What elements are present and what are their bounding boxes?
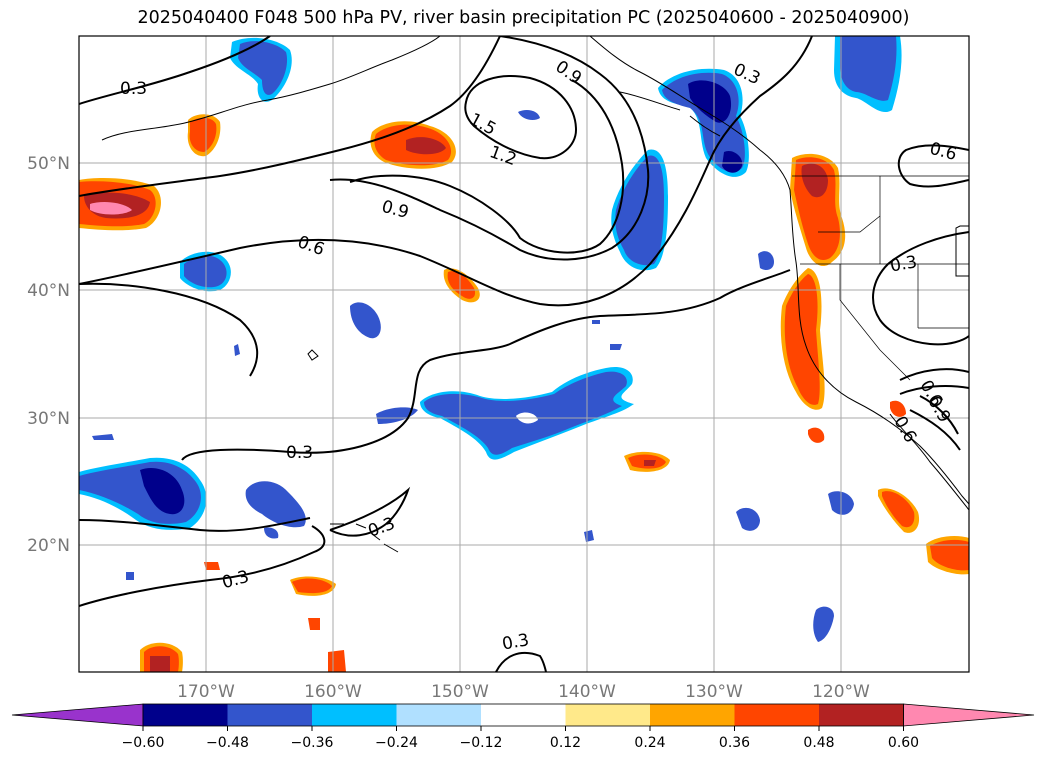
lat-label: 40°N [27,281,70,301]
colorbar-segment [481,704,566,726]
colorbar-segment [650,704,735,726]
colorbar-tick-label: 0.36 [719,735,750,751]
colorbar-segment [312,704,397,726]
colorbar-ticks [142,726,904,731]
latitude-labels: 50°N 40°N 30°N 20°N [27,154,70,556]
coastlines [101,36,969,553]
colorbar-segment [396,704,482,726]
colorbar-tick-label: 0.60 [888,735,919,751]
colorbar-tick-label: −0.60 [122,735,165,751]
lat-label: 50°N [27,154,70,174]
colorbar-segment [819,704,904,726]
contour-label: 0.3 [501,630,531,654]
state-borders [792,175,969,381]
colorbar-segment [565,704,651,726]
lon-label: 140°W [558,682,616,702]
colorbar-tick-label: 0.12 [550,735,581,751]
lon-label: 120°W [812,682,870,702]
longitude-labels: 170°W 160°W 150°W 140°W 130°W 120°W [177,682,870,702]
colorbar-extend-low [11,703,144,727]
contour-label: 0.3 [120,79,147,99]
lat-label: 30°N [27,409,70,429]
map-frame [78,35,970,673]
lat-label: 20°N [27,536,70,556]
colorbar-segment [227,704,313,726]
pv-contour-labels: 0.3 0.9 0.3 1.5 1.2 0.6 0.9 0.6 0.3 0.3 … [120,57,959,655]
map-title: 2025040400 F048 500 hPa PV, river basin … [137,8,910,28]
colorbar-frame [142,703,904,727]
lon-label: 130°W [685,682,743,702]
colorbar-segment [734,704,820,726]
lon-label: 150°W [431,682,489,702]
colorbar-tick-labels: −0.60 −0.48 −0.36 −0.24 −0.12 0.12 0.24 0.36 0.4… [122,735,920,751]
colorbar-tick-label: −0.36 [291,735,334,751]
colorbar-segments [11,703,1035,727]
colorbar-tick-label: 0.48 [803,735,834,751]
lon-label: 170°W [177,682,235,702]
colorbar-extend-high [903,703,1035,727]
colorbar-tick-label: −0.12 [460,735,503,751]
colorbar-tick-label: −0.24 [375,735,418,751]
contour-label: 0.3 [286,443,313,463]
colorbar: −0.60 −0.48 −0.36 −0.24 −0.12 0.12 0.24 0.36 0.4… [11,703,1035,751]
colorbar-tick-label: −0.48 [206,735,249,751]
graticule [79,36,969,672]
colorbar-segment [143,704,228,726]
contour-label: 0.3 [889,252,919,276]
pv-contours [79,36,969,672]
lon-label: 160°W [304,682,362,702]
colorbar-tick-label: 0.24 [634,735,665,751]
